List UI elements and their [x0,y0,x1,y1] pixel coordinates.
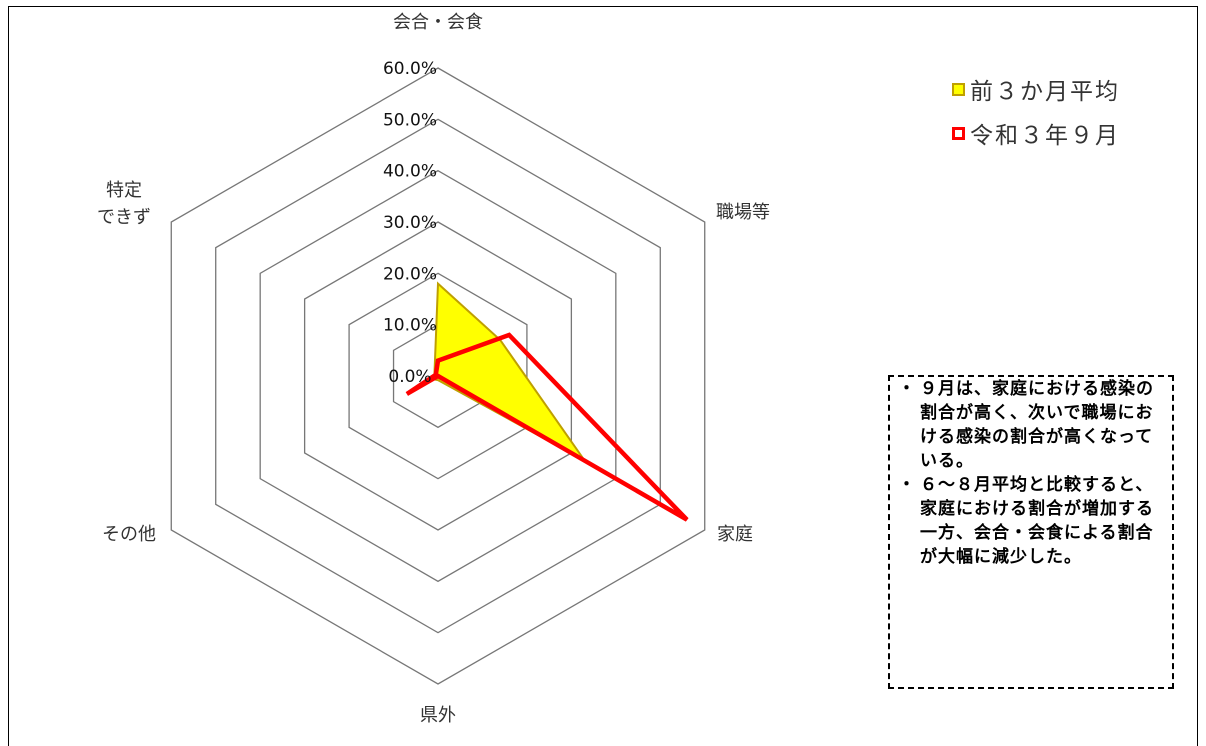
tick-label: 10.0% [383,316,437,336]
category-label: 職場等 [716,202,770,223]
tick-label: 50.0% [383,110,437,130]
tick-label: 20.0% [383,264,437,284]
legend-label-sep: 令和３年９月 [970,116,1120,150]
legend-item-sep: 令和３年９月 [952,118,1120,148]
note-text: ６～８月平均と比較すると、家庭における割合が増加する一方、会合・会食による割合が… [920,473,1168,569]
legend-swatch-sep [952,127,965,140]
legend-swatch-avg [952,83,965,96]
note-text: ９月は、家庭における感染の割合が高く、次いで職場における感染の割合が高くなってい… [920,377,1168,473]
note-bullet: ・ [898,473,920,569]
note-bullet: ・ [898,377,920,473]
note-item-2: ・ ６～８月平均と比較すると、家庭における割合が増加する一方、会合・会食による割… [898,473,1168,569]
category-label: その他 [102,524,156,545]
legend-label-avg: 前３か月平均 [970,72,1120,106]
category-label: 県外 [420,705,456,726]
tick-label: 30.0% [383,213,437,233]
note-box: ・ ９月は、家庭における感染の割合が高く、次いで職場における感染の割合が高くなっ… [888,375,1174,689]
category-label: 特定できず [97,180,151,228]
tick-label: 40.0% [383,162,437,182]
legend-item-avg: 前３か月平均 [952,74,1120,104]
tick-label: 0.0% [388,367,431,387]
legend: 前３か月平均 令和３年９月 [952,74,1120,162]
category-label: 家庭 [717,524,753,545]
tick-label: 60.0% [383,59,437,79]
series-1-polygon [433,284,585,461]
category-label: 会合・会食 [393,12,483,33]
note-item-1: ・ ９月は、家庭における感染の割合が高く、次いで職場における感染の割合が高くなっ… [898,377,1168,473]
